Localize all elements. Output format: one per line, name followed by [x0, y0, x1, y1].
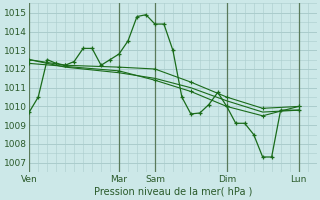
- X-axis label: Pression niveau de la mer( hPa ): Pression niveau de la mer( hPa ): [94, 187, 252, 197]
